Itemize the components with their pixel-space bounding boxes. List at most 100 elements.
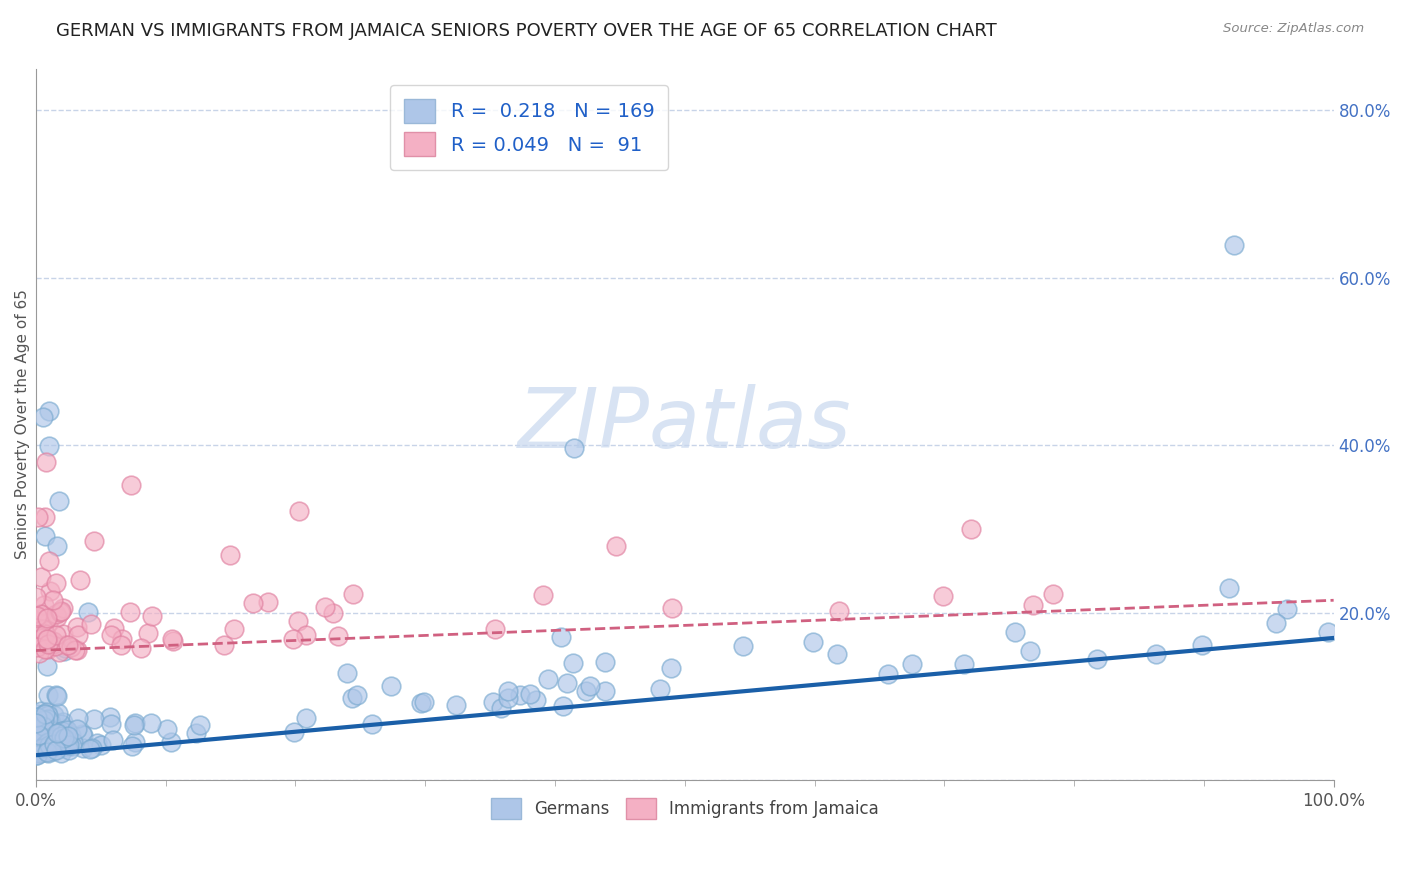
- Point: [39, 713, 62, 727]
- Point: [932, 589, 955, 603]
- Point: [25, 724, 48, 739]
- Point: [111, 632, 134, 646]
- Point: [83, 713, 105, 727]
- Point: [48, 494, 70, 508]
- Point: [648, 682, 671, 697]
- Point: [1265, 616, 1288, 631]
- Point: [52, 715, 75, 730]
- Point: [46, 706, 69, 720]
- Point: [51, 729, 73, 743]
- Point: [605, 539, 627, 553]
- Point: [593, 655, 616, 669]
- Point: [124, 735, 146, 749]
- Point: [31, 719, 53, 733]
- Point: [413, 696, 436, 710]
- Text: Source: ZipAtlas.com: Source: ZipAtlas.com: [1223, 22, 1364, 36]
- Point: [51, 739, 73, 753]
- Point: [31, 741, 53, 756]
- Point: [34, 715, 56, 730]
- Point: [44, 639, 66, 653]
- Point: [39, 739, 62, 753]
- Point: [52, 626, 75, 640]
- Point: [80, 617, 103, 632]
- Point: [51, 723, 73, 738]
- Point: [25, 640, 48, 655]
- Point: [25, 608, 48, 623]
- Point: [342, 587, 364, 601]
- Point: [38, 739, 60, 753]
- Point: [901, 657, 924, 671]
- Point: [39, 723, 62, 737]
- Point: [77, 605, 100, 619]
- Point: [184, 726, 207, 740]
- Point: [131, 641, 153, 656]
- Point: [42, 637, 65, 651]
- Point: [25, 736, 48, 750]
- Point: [41, 732, 63, 747]
- Point: [1004, 624, 1026, 639]
- Point: [49, 741, 72, 756]
- Point: [295, 711, 318, 725]
- Point: [496, 684, 519, 698]
- Point: [1042, 587, 1064, 601]
- Point: [30, 570, 52, 584]
- Point: [1223, 237, 1246, 252]
- Point: [496, 690, 519, 705]
- Point: [32, 723, 55, 738]
- Point: [876, 667, 898, 681]
- Point: [34, 529, 56, 543]
- Point: [952, 657, 974, 671]
- Point: [295, 628, 318, 642]
- Point: [110, 638, 132, 652]
- Point: [56, 733, 79, 747]
- Point: [562, 441, 585, 455]
- Point: [45, 539, 67, 553]
- Point: [283, 632, 305, 647]
- Point: [82, 741, 104, 756]
- Point: [30, 607, 52, 621]
- Point: [28, 646, 51, 660]
- Point: [1144, 647, 1167, 661]
- Point: [35, 731, 58, 746]
- Point: [32, 622, 55, 636]
- Point: [34, 627, 56, 641]
- Point: [35, 737, 58, 751]
- Point: [1087, 652, 1109, 666]
- Point: [283, 724, 305, 739]
- Point: [86, 736, 108, 750]
- Point: [100, 717, 122, 731]
- Point: [35, 612, 58, 626]
- Point: [38, 583, 60, 598]
- Point: [322, 606, 344, 620]
- Point: [67, 628, 90, 642]
- Point: [63, 643, 86, 657]
- Point: [56, 740, 79, 755]
- Point: [55, 722, 77, 736]
- Point: [38, 733, 60, 747]
- Point: [34, 609, 56, 624]
- Point: [98, 710, 121, 724]
- Text: ZIPatlas: ZIPatlas: [517, 384, 852, 465]
- Point: [37, 641, 59, 656]
- Point: [120, 605, 142, 619]
- Point: [360, 717, 382, 731]
- Point: [409, 696, 432, 710]
- Point: [45, 575, 67, 590]
- Point: [141, 715, 163, 730]
- Point: [27, 724, 49, 739]
- Point: [30, 746, 52, 760]
- Point: [60, 640, 83, 654]
- Point: [25, 716, 48, 731]
- Point: [1022, 599, 1045, 613]
- Point: [27, 707, 49, 722]
- Point: [555, 675, 578, 690]
- Point: [35, 728, 58, 742]
- Point: [70, 727, 93, 741]
- Point: [45, 607, 67, 621]
- Point: [34, 509, 56, 524]
- Point: [34, 642, 56, 657]
- Point: [28, 733, 51, 747]
- Point: [141, 609, 163, 624]
- Point: [960, 522, 983, 536]
- Point: [1218, 582, 1240, 596]
